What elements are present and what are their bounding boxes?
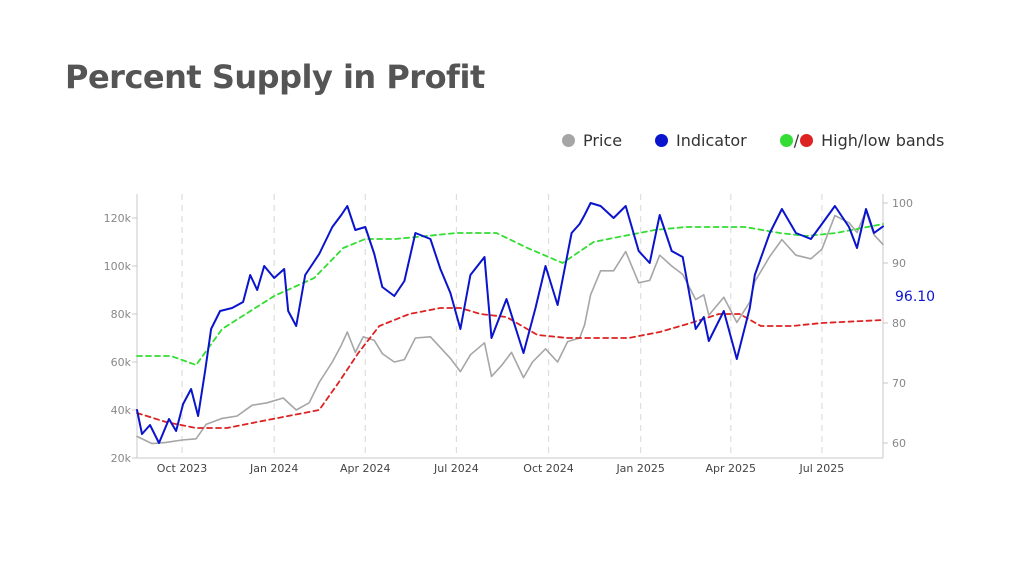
x-tick-label: Apr 2024: [340, 462, 391, 475]
right-tick-label: 60: [892, 437, 906, 450]
left-tick-label: 60k: [111, 356, 132, 369]
price-series-line: [136, 210, 884, 445]
tick-labels: Oct 2023 Jan 2024 Apr 2024 Jul 2024 Oct 2024…: [104, 197, 913, 475]
x-tick-label: Oct 2024: [523, 462, 574, 475]
right-tick-label: 80: [892, 317, 906, 330]
chart-axes: [132, 194, 888, 459]
x-tick-label: Jul 2024: [433, 462, 479, 475]
right-tick-label: 90: [892, 257, 906, 270]
x-tick-label: Jan 2025: [615, 462, 664, 475]
vertical-grid-lines: [181, 194, 823, 458]
left-tick-label: 80k: [111, 308, 132, 321]
high-band-legend-marker: [779, 134, 793, 147]
low-band-legend-marker: [800, 134, 814, 147]
legend-bands-label: High/low bands: [821, 131, 945, 150]
indicator-last-value-label: 96.10: [895, 289, 935, 305]
x-tick-label: Jan 2024: [249, 462, 298, 475]
price-legend-marker: [562, 134, 575, 147]
indicator-legend-marker: [655, 134, 669, 147]
left-tick-label: 100k: [104, 260, 132, 273]
chart-title: Percent Supply in Profit: [65, 58, 485, 96]
left-tick-label: 20k: [111, 452, 132, 465]
high-band-series-line: [136, 223, 884, 366]
chart-legend: Price Indicator / High/low bands: [562, 131, 944, 150]
legend-item-indicator[interactable]: Indicator: [655, 131, 747, 150]
x-tick-label: Oct 2023: [157, 462, 208, 475]
indicator-series-line: [136, 202, 884, 444]
legend-price-label: Price: [583, 131, 623, 150]
right-tick-label: 100: [892, 197, 913, 210]
x-tick-label: Apr 2025: [706, 462, 757, 475]
left-tick-label: 120k: [104, 212, 132, 225]
chart-series: [136, 202, 884, 445]
left-tick-label: 40k: [111, 404, 132, 417]
right-tick-label: 70: [892, 377, 906, 390]
legend-item-bands[interactable]: / High/low bands: [779, 131, 945, 150]
low-band-series-line: [136, 307, 884, 429]
legend-indicator-label: Indicator: [676, 131, 747, 150]
legend-bands-separator: /: [793, 131, 800, 150]
x-tick-label: Jul 2025: [799, 462, 845, 475]
legend-item-price[interactable]: Price: [562, 131, 622, 150]
